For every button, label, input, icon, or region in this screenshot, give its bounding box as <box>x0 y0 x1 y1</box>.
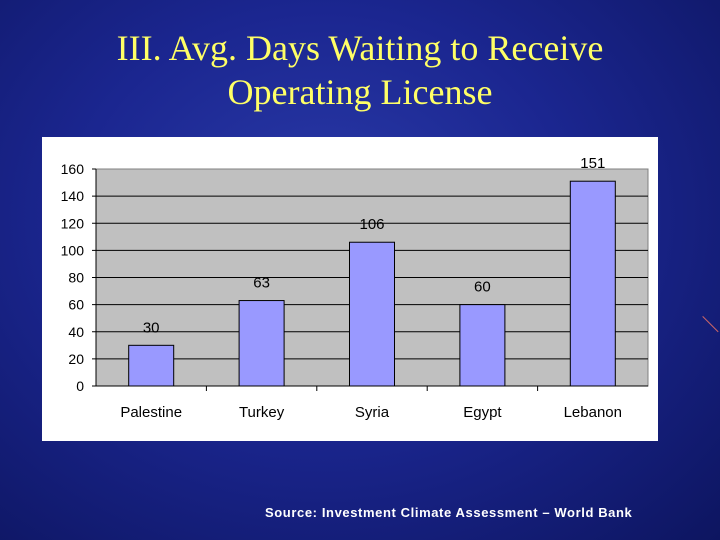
decorative-line <box>702 316 719 333</box>
y-tick-label: 20 <box>68 351 84 367</box>
x-tick-label: Syria <box>355 404 390 421</box>
bar-chart: 0 20 40 60 80 100 120 140 160 30 Palestine 63 Turkey… <box>61 155 649 421</box>
x-tick-label: Palestine <box>120 404 182 421</box>
y-tick-label: 140 <box>61 188 85 204</box>
data-label: 30 <box>143 319 160 336</box>
x-tick-label: Turkey <box>239 404 285 421</box>
slide-title-line-2: Operating License <box>227 72 493 112</box>
y-tick-label: 80 <box>68 270 84 286</box>
bar-egypt <box>459 304 506 387</box>
chart-panel: 0 20 40 60 80 100 120 140 160 30 Palestine 63 Turkey… <box>42 137 658 441</box>
data-label: 151 <box>580 155 605 172</box>
y-tick-label: 120 <box>61 215 85 231</box>
y-tick-label: 40 <box>68 324 84 340</box>
bar-palestine <box>128 344 175 387</box>
y-tick-label: 0 <box>76 378 84 394</box>
data-label: 60 <box>474 279 491 296</box>
y-tick-label: 60 <box>68 297 84 313</box>
source-caption: Source: Investment Climate Assessment – … <box>265 505 633 520</box>
bar-lebanon <box>569 180 616 387</box>
slide-title-line-1: III. Avg. Days Waiting to Receive <box>116 28 604 68</box>
x-tick-label: Egypt <box>463 404 502 421</box>
data-label: 106 <box>359 216 384 233</box>
data-label: 63 <box>253 275 270 292</box>
slide-title: III. Avg. Days Waiting to Receive Operat… <box>0 26 720 114</box>
y-tick-label: 160 <box>61 161 85 177</box>
bar-syria <box>349 241 395 387</box>
y-tick-label: 100 <box>61 242 85 258</box>
x-tick-label: Lebanon <box>564 404 622 421</box>
bar-turkey <box>238 300 285 387</box>
